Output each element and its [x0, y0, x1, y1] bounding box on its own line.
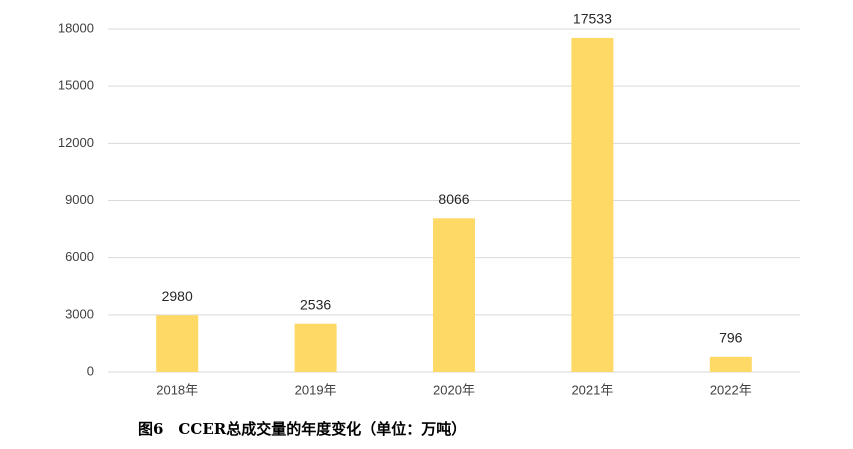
x-tick-label: 2018年	[156, 382, 198, 397]
x-tick-label: 2019年	[295, 382, 337, 397]
x-tick-label: 2022年	[710, 382, 752, 397]
value-label: 796	[719, 330, 743, 346]
y-tick-label: 9000	[65, 192, 94, 207]
x-tick-label: 2020年	[433, 382, 475, 397]
y-tick-label: 0	[87, 363, 94, 378]
value-label: 17533	[573, 11, 612, 27]
value-label: 8066	[438, 191, 469, 207]
bar	[294, 323, 337, 372]
y-tick-label: 3000	[65, 306, 94, 321]
y-tick-label: 15000	[58, 78, 94, 93]
y-tick-label: 6000	[65, 249, 94, 264]
y-tick-label: 18000	[58, 20, 94, 35]
value-label: 2980	[162, 288, 193, 304]
bar	[709, 356, 752, 372]
chart-title: 图6 CCER总成交量的年度变化（单位：万吨）	[138, 420, 466, 438]
bar	[433, 218, 475, 372]
y-tick-label: 12000	[58, 135, 94, 150]
x-tick-label: 2021年	[571, 382, 613, 397]
bar	[571, 37, 614, 372]
bar	[156, 315, 199, 372]
value-label: 2536	[300, 296, 331, 312]
